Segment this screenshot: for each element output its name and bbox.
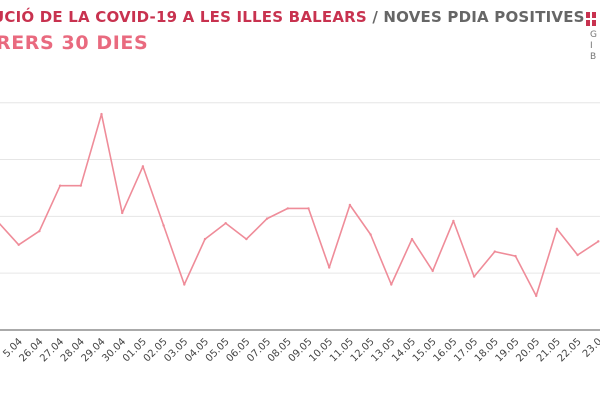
- data-point-7: [141, 165, 145, 168]
- data-point-19: [390, 283, 393, 286]
- data-point-16: [328, 266, 331, 269]
- logo-letter-b: B: [590, 52, 597, 62]
- data-point-10: [203, 237, 207, 241]
- data-point-29: [597, 240, 600, 243]
- logo-letter-i: I: [590, 41, 593, 51]
- data-point-17: [348, 203, 352, 207]
- data-point-8: [162, 224, 165, 227]
- series-line: [0, 113, 599, 297]
- data-point-14: [286, 207, 289, 210]
- data-point-5: [100, 112, 103, 116]
- data-point-26: [535, 294, 538, 298]
- title-separator: /: [366, 8, 384, 26]
- data-point-24: [493, 250, 496, 253]
- data-point-28: [576, 253, 579, 257]
- data-point-23: [472, 275, 476, 278]
- data-point-25: [514, 254, 517, 258]
- data-point-18: [369, 233, 372, 236]
- data-point-2: [38, 229, 41, 233]
- logo-letter-g: G: [590, 30, 597, 40]
- data-point-20: [410, 237, 414, 241]
- chart-title: UCIÓ DE LA COVID-19 A LES ILLES BALEARS …: [0, 8, 585, 26]
- data-point-22: [452, 219, 455, 223]
- data-point-9: [183, 283, 186, 286]
- data-point-21: [431, 269, 434, 273]
- data-point-12: [245, 237, 248, 241]
- chart-subtitle: RERS 30 DIES: [0, 32, 149, 54]
- data-point-3: [58, 184, 62, 187]
- x-tick-label-27: 22.05: [556, 336, 584, 364]
- data-point-15: [307, 207, 310, 210]
- data-point-27: [555, 227, 559, 231]
- x-tick-label-28: 23.0: [581, 336, 600, 360]
- data-point-4: [79, 184, 83, 187]
- govern-logo: G I B: [580, 10, 600, 62]
- data-point-1: [17, 243, 20, 246]
- data-point-11: [224, 221, 227, 225]
- govern-logo-icon: [586, 12, 596, 26]
- title-sub: NOVES PDIA POSITIVES: [383, 8, 585, 26]
- data-point-13: [265, 217, 269, 220]
- title-main: UCIÓ DE LA COVID-19 A LES ILLES BALEARS: [0, 8, 367, 26]
- data-point-6: [121, 211, 124, 215]
